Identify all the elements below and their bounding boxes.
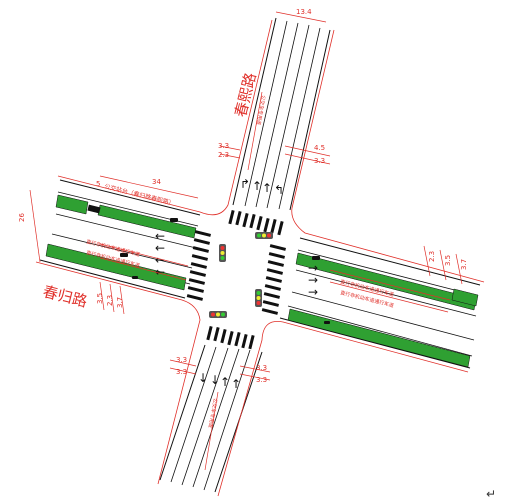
arrow-icon: ↑ <box>262 181 272 195</box>
arrow-icon: ← <box>155 229 165 243</box>
dim-west-b: 2.3 <box>106 295 114 306</box>
crosswalk-north <box>228 209 284 236</box>
south-lane-text: 公交车专用道 <box>207 398 219 429</box>
arrow-icon: ↰ <box>274 183 284 197</box>
east-lane-lines <box>287 249 479 357</box>
dimension-labels: 13.4 34 26 5 3.3 2.3 4.5 3.3 3.5 2.3 3.7… <box>18 8 468 384</box>
dim-east-b: 3.5 <box>444 255 452 266</box>
road-name-chunxi: 春熙路 <box>231 71 259 119</box>
east-median-mid <box>451 288 479 307</box>
dim-north-b: 2.3 <box>218 151 229 159</box>
north-lane-lines <box>244 20 321 210</box>
arrow-icon: ↱ <box>240 177 250 191</box>
vehicle-marks <box>120 218 330 324</box>
dim-south-b: 3.3 <box>176 368 187 376</box>
dim-east-a: 2.3 <box>428 251 436 262</box>
arrow-icon: ↑ <box>252 179 262 193</box>
dim-west-length: 34 <box>152 178 161 186</box>
north-lane-text: 公交车专用道 <box>255 95 267 126</box>
dim-south-c: 3.3 <box>256 364 267 372</box>
red-lane-marks <box>99 91 451 471</box>
lane-arrows: ↱ ↑ ↑ ↰ ↓ ↓ ↑ ↑ ← ← ← ← → → → <box>155 177 318 391</box>
dim-west-c: 3.7 <box>116 297 124 308</box>
green-medians <box>45 194 479 368</box>
dim-east-c: 3.7 <box>460 259 468 270</box>
bus-stop-block <box>87 204 101 214</box>
return-mark-icon: ↵ <box>486 487 496 501</box>
dimension-lines <box>29 11 463 381</box>
road-boundaries <box>35 19 485 497</box>
dim-west-a: 3.5 <box>96 293 104 304</box>
west-median-bottom <box>45 243 187 291</box>
traffic-light-icon <box>255 232 273 239</box>
east-median-bottom <box>287 308 471 368</box>
arrow-icon: ↑ <box>231 377 241 391</box>
dim-bus-offset: 5 <box>96 180 100 188</box>
arrow-icon: ↓ <box>198 371 208 385</box>
crosswalk-south <box>206 325 255 350</box>
arrow-icon: ← <box>155 253 165 267</box>
dim-south-d: 3.3 <box>256 376 267 384</box>
arrow-icon: → <box>308 261 318 275</box>
traffic-light-icon <box>219 244 226 262</box>
traffic-light-icon <box>209 311 227 318</box>
crosswalk-east <box>261 244 287 315</box>
road-name-chungui: 春归路 <box>41 282 89 310</box>
arrow-icon: → <box>308 285 318 299</box>
arrow-icon: ↓ <box>210 373 220 387</box>
west-median-top <box>55 194 89 215</box>
east-median-top <box>295 252 477 311</box>
road-edges <box>39 17 481 493</box>
arrow-icon: ← <box>155 241 165 255</box>
dim-north-width: 13.4 <box>296 8 312 16</box>
dim-north-a: 3.3 <box>218 142 229 150</box>
arrow-icon: → <box>308 273 318 287</box>
crosswalk-west <box>186 230 212 301</box>
south-lane-lines <box>170 346 251 491</box>
dim-south-a: 3.3 <box>176 356 187 364</box>
bus-stop-label: 公交站台（春归路春熙路） <box>104 182 176 207</box>
arrow-icon: ← <box>155 265 165 279</box>
dim-north-c: 3.3 <box>314 157 325 165</box>
dim-north-median: 4.5 <box>314 144 325 152</box>
traffic-light-icon <box>255 289 262 307</box>
arrow-icon: ↑ <box>220 375 230 389</box>
dim-west-total: 26 <box>18 213 26 222</box>
